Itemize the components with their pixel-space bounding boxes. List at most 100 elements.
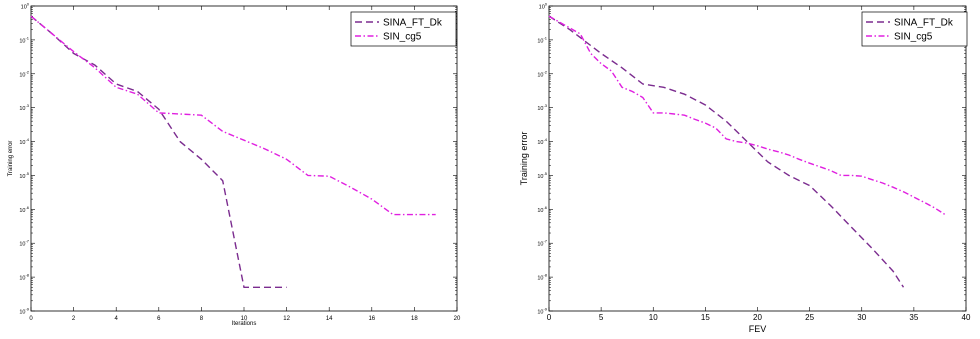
y-tick-exp: -8 [25,273,29,278]
y-tick-label: 10-1 [537,35,547,44]
series-line-sin-cg5 [548,15,946,216]
x-tick-label: 30 [857,313,866,322]
series-line-sina-ft-dk [548,15,905,288]
y-tick-base: 10 [19,174,25,180]
y-tick-exp: -7 [543,239,547,244]
y-tick-exp: 0 [545,2,548,7]
y-tick-base: 10 [537,276,543,282]
y-tick-exp: -6 [25,205,29,210]
x-tick-label: 10 [649,313,658,322]
x-tick-label: 6 [157,316,161,322]
y-tick-base: 10 [19,140,25,146]
x-tick-label: 12 [283,316,290,322]
x-tick-label: 0 [29,316,33,322]
y-axis-label: Training error [519,132,529,186]
x-axis-label: Iterations [232,321,257,327]
y-tick-label: 10-4 [19,137,29,146]
y-tick-base: 10 [537,140,543,146]
legend-entry: SIN_cg5 [383,32,422,43]
y-tick-label: 10-2 [19,69,29,78]
y-tick-exp: -6 [543,205,547,210]
y-tick-label: 10-6 [537,205,547,214]
x-tick-label: 5 [599,313,604,322]
y-tick-base: 10 [19,276,25,282]
plot-area [30,5,458,312]
y-tick-base: 10 [539,5,545,11]
y-tick-label: 10-4 [537,137,547,146]
chart-training-error-vs-fev: 10-910-810-710-610-510-410-310-210-11000… [519,2,971,335]
y-tick-label: 100 [539,2,548,11]
y-tick-label: 100 [21,2,30,11]
y-tick-base: 10 [537,208,543,214]
x-tick-label: 20 [753,313,762,322]
legend-box [861,11,968,47]
x-tick-label: 35 [909,313,918,322]
x-tick-label: 8 [200,316,204,322]
x-tick-label: 14 [326,316,333,322]
plot-area [548,5,967,312]
chart-training-error-vs-iterations: 10-910-810-710-610-510-410-310-210-11000… [8,2,461,328]
y-tick-exp: 0 [27,2,30,7]
x-tick-label: 4 [115,316,119,322]
y-tick-base: 10 [21,5,27,11]
y-tick-base: 10 [19,72,25,78]
y-tick-label: 10-2 [537,69,547,78]
x-tick-label: 16 [368,316,375,322]
y-tick-exp: -8 [543,273,547,278]
y-tick-label: 10-3 [537,103,547,112]
x-tick-label: 25 [805,313,814,322]
y-tick-exp: -4 [543,137,547,142]
y-tick-label: 10-6 [19,205,29,214]
legend-entry: SINA_FT_Dk [383,18,443,29]
y-tick-exp: -1 [25,35,29,40]
y-tick-base: 10 [537,106,543,112]
y-tick-exp: -2 [543,69,547,74]
x-tick-label: 15 [701,313,710,322]
y-tick-base: 10 [19,208,25,214]
x-tick-label: 0 [547,313,552,322]
y-tick-label: 10-9 [19,307,29,316]
x-tick-label: 40 [962,313,971,322]
y-tick-label: 10-7 [537,239,547,248]
y-tick-label: 10-1 [19,35,29,44]
y-tick-label: 10-3 [19,103,29,112]
y-tick-exp: -7 [25,239,29,244]
series-line-sina-ft-dk [30,15,287,288]
legend: SINA_FT_Dk SIN_cg5 [861,11,968,47]
y-tick-base: 10 [537,242,543,248]
legend-entry: SIN_cg5 [894,32,933,43]
y-tick-label: 10-5 [19,171,29,180]
x-tick-label: 2 [72,316,76,322]
y-tick-exp: -5 [543,171,547,176]
x-tick-label: 18 [411,316,418,322]
y-tick-exp: -2 [25,69,29,74]
y-tick-base: 10 [19,242,25,248]
y-tick-label: 10-9 [537,307,547,316]
legend: SINA_FT_Dk SIN_cg5 [350,11,457,47]
y-tick-label: 10-8 [537,273,547,282]
y-tick-exp: -5 [25,171,29,176]
y-tick-base: 10 [537,38,543,44]
y-tick-exp: -3 [543,103,547,108]
y-tick-exp: -4 [25,137,29,142]
legend-entry: SINA_FT_Dk [894,18,954,29]
x-tick-label: 20 [454,316,461,322]
y-tick-base: 10 [537,174,543,180]
y-tick-base: 10 [19,310,25,316]
y-axis-label: Training error [8,141,14,177]
y-tick-label: 10-5 [537,171,547,180]
y-tick-exp: -9 [543,307,547,312]
y-tick-exp: -1 [543,35,547,40]
y-tick-base: 10 [19,38,25,44]
y-tick-exp: -9 [25,307,29,312]
legend-box [350,11,457,47]
x-axis-label: FEV [749,324,767,334]
y-tick-base: 10 [537,310,543,316]
series-line-sin-cg5 [30,15,436,216]
y-tick-label: 10-8 [19,273,29,282]
y-tick-label: 10-7 [19,239,29,248]
y-tick-base: 10 [537,72,543,78]
x-tick-label: 10 [241,316,248,322]
y-tick-base: 10 [19,106,25,112]
